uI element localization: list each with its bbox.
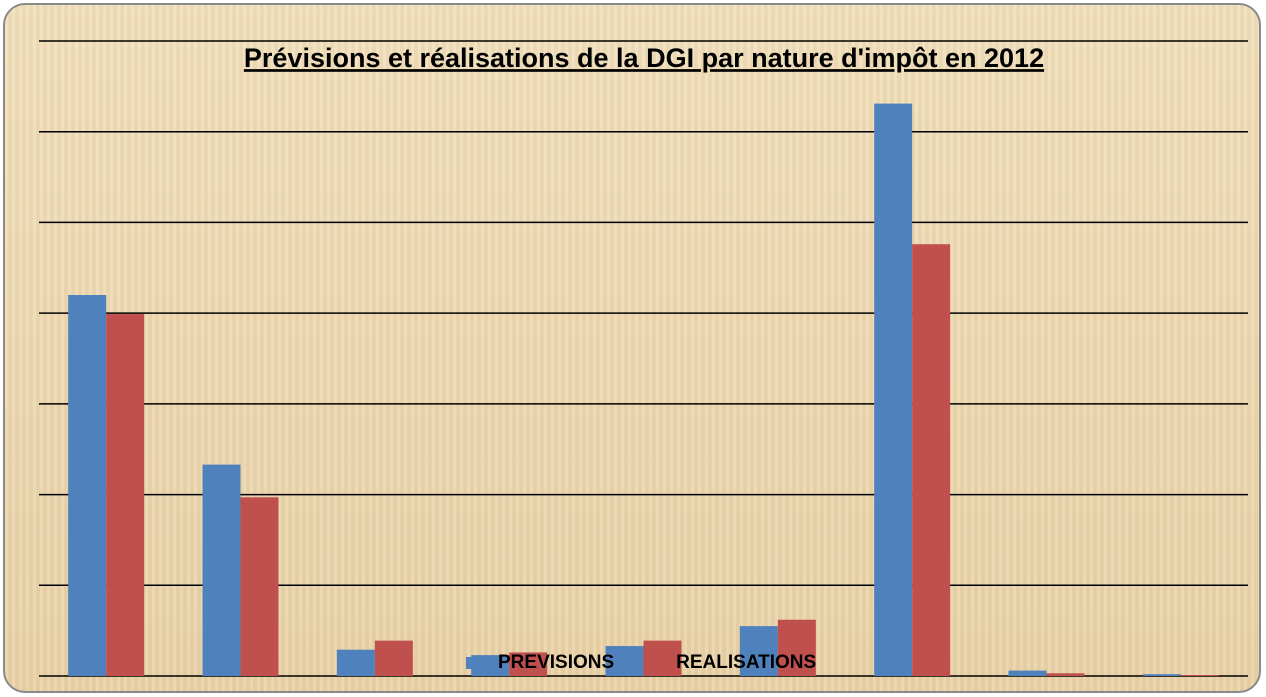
bar — [1180, 675, 1219, 676]
bar — [1142, 674, 1181, 676]
bar — [68, 295, 107, 676]
chart-title: Prévisions et réalisations de la DGI par… — [244, 43, 1044, 73]
bar — [739, 626, 778, 676]
bar — [912, 244, 951, 676]
bar — [374, 640, 413, 676]
bar — [240, 497, 279, 676]
bar — [1008, 670, 1047, 676]
bar — [777, 619, 816, 676]
legend-swatch — [466, 657, 478, 669]
bar — [874, 103, 913, 677]
bar — [605, 646, 644, 676]
bar — [1046, 673, 1085, 676]
bar — [471, 655, 510, 676]
bar — [202, 464, 241, 676]
legend-label: REALISATIONS — [676, 652, 816, 673]
legend-swatch — [644, 657, 657, 669]
bar — [336, 649, 375, 676]
legend-label: PREVISIONS — [498, 652, 614, 673]
bar — [106, 314, 145, 676]
bar — [509, 652, 548, 676]
